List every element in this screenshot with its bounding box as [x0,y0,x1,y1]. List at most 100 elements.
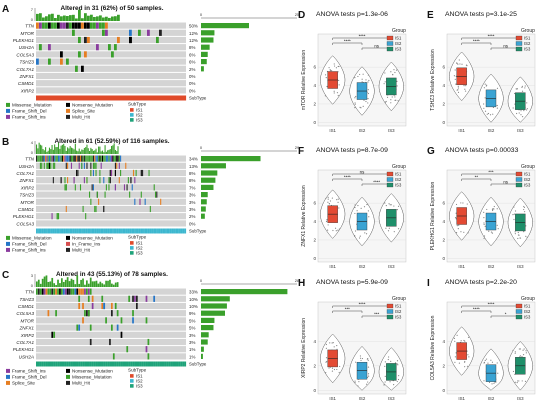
legend-label: Frame_Shift_Del [12,242,46,247]
data-point [394,99,396,101]
mutation-cell [85,213,87,220]
mutation-cell [84,36,87,44]
y-tick-label: 2 [442,363,445,368]
gene-label: TSHZ3 [19,297,34,302]
data-point [487,362,489,364]
sample-count-bar [45,275,48,287]
data-point [325,343,327,346]
data-point [389,381,391,383]
gene-frequency-bar [201,332,209,338]
data-point [338,65,340,68]
significance-bracket [461,42,492,45]
subtype-cell [83,228,86,234]
subtype-cell [118,361,121,367]
sample-count-bar [37,148,39,154]
data-point [384,375,386,377]
data-point [329,200,332,202]
y-tick-label: 6 [442,65,445,70]
data-point [336,344,338,347]
mutation-cell [51,22,54,29]
mutation-cell [103,205,105,213]
y-tick-label: 4 [442,83,445,88]
subtype-cell [151,228,153,234]
subtype-cell [54,228,56,234]
mutation-cell [67,162,69,169]
data-point [355,95,357,98]
data-point [325,372,327,374]
subtype-legend-title: SubType [128,368,147,373]
data-point [329,342,331,344]
mutation-cell [87,295,90,302]
gene-row-background [36,44,186,51]
data-point [363,206,366,208]
data-point [385,204,387,207]
subtype-cell [95,361,98,367]
subtype-cell [64,228,66,234]
x-tick-label: IS3 [517,264,524,269]
mutation-cell [74,184,76,191]
legend-swatch [515,314,523,320]
mutation-cell [92,162,94,169]
data-point [457,87,460,89]
mutation-cell [89,338,92,346]
violin-panel-d: D ANOVA tests p=1.3e-06 0 2 4 6 mTOR Relative … [298,10,407,133]
legend-title: Group [392,164,406,170]
gene-row-background [36,58,186,65]
data-point [384,381,386,383]
data-point [367,81,369,83]
subtype-cell [182,228,184,234]
subtype-cell [65,228,68,234]
data-point [326,85,328,88]
data-point [396,380,398,383]
oncoplot-panel-b: B Altered in 61 (52.59%) of 116 samples. 4… [2,137,300,256]
subtype-cell [41,228,43,234]
subtype-cell [129,228,131,234]
subtype-legend-label: IS1 [136,241,143,246]
mutation-cell [92,155,94,162]
subtype-cell [156,95,160,101]
data-point [359,357,362,359]
data-point [463,361,466,363]
data-point [483,107,485,109]
gene-row-background [36,317,186,324]
oncoplot-title: Altered in 61 (52.59%) of 116 samples. [54,138,169,145]
subtype-cell [36,95,40,101]
mutation-cell [98,155,100,162]
subtype-cell [136,228,139,234]
subtype-cell [99,95,103,101]
subtype-cell [174,361,177,367]
subtype-legend-title: SubType [128,102,147,107]
data-point [397,100,399,102]
sample-count-bar [98,146,100,154]
mutation-cell [64,155,66,162]
subtype-legend-swatch [130,384,134,388]
mutation-cell [57,213,60,220]
data-point [365,383,368,385]
data-point [390,204,392,206]
data-point [367,373,370,375]
x-tick-label: IS2 [488,396,495,401]
data-point [496,104,498,107]
y-tick-label: 0 [442,120,445,125]
subtype-cell [174,228,176,234]
legend-label: Frame_Shift_Ins [12,369,46,374]
subtype-cell [111,95,115,101]
data-point [390,360,392,362]
data-point [333,346,335,348]
mutation-cell [139,198,141,205]
mutation-cell [132,169,135,177]
subtype-cell [172,361,175,367]
mutation-cell [63,155,65,162]
subtype-cell [151,361,154,367]
data-point [526,236,528,238]
sample-count-bar [37,279,40,287]
mutation-cell [130,177,132,184]
subtype-cell [82,228,84,234]
gene-row-background [36,87,186,94]
subtype-cell [46,228,48,234]
legend-label: Nonsense_Mutation [72,236,113,241]
mutation-cell [78,155,80,162]
data-point [517,380,519,382]
gene-frequency-bar [201,317,215,323]
subtype-cell [156,228,158,234]
